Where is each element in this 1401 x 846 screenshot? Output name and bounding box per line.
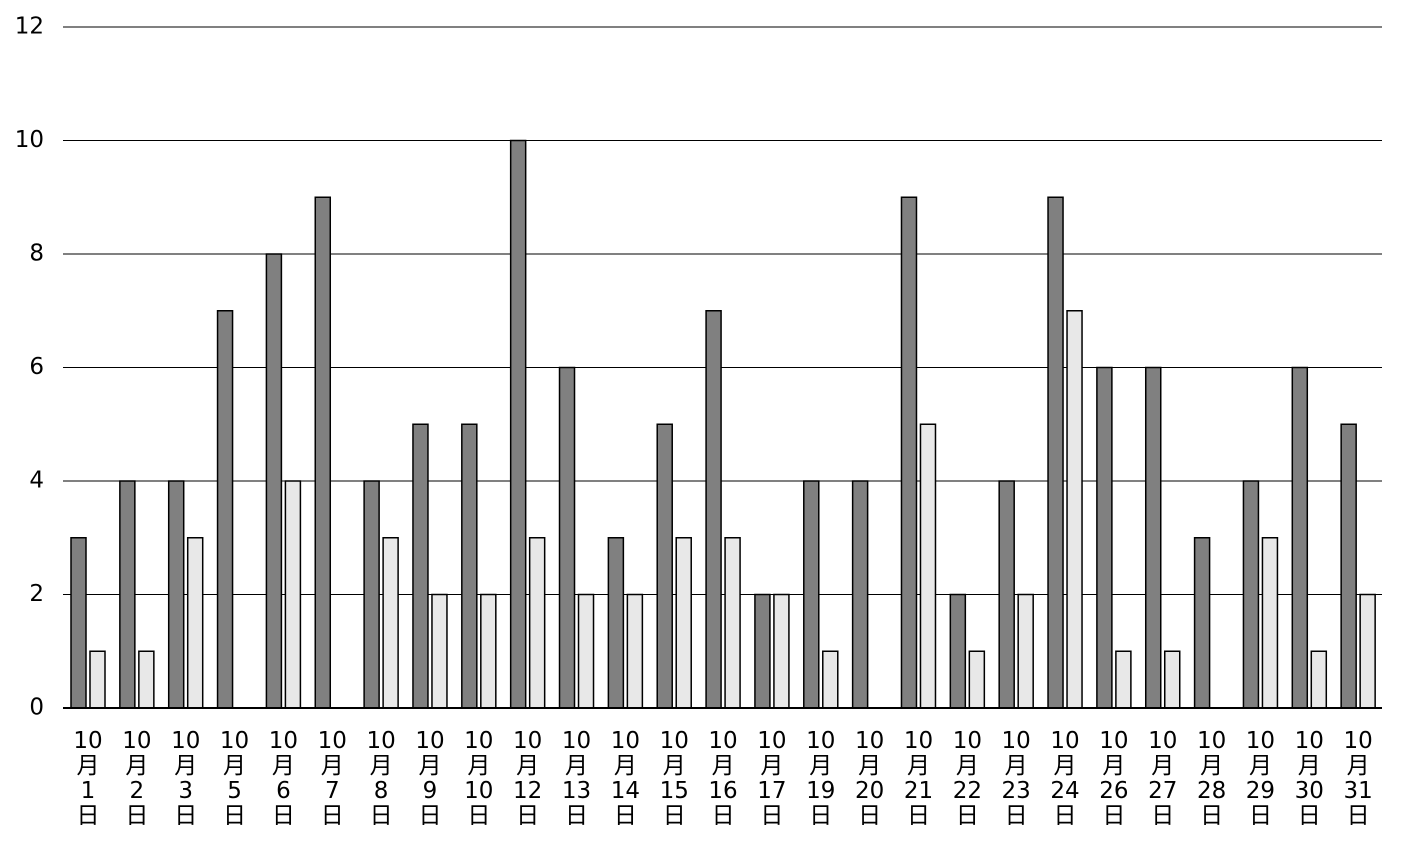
bar	[705, 310, 722, 709]
bar	[1017, 593, 1034, 709]
x-tick-label: 10 月 9 日	[415, 728, 444, 829]
bar	[558, 366, 576, 709]
x-tick-label: 10 月 2 日	[122, 728, 151, 829]
y-tick-label: 6	[29, 354, 44, 380]
bar	[528, 537, 546, 709]
bar	[626, 593, 644, 709]
x-tick-label: 10 月 26 日	[1099, 728, 1128, 829]
bar	[822, 650, 839, 709]
bar	[1359, 593, 1376, 709]
x-tick-label: 10 月 3 日	[171, 728, 200, 829]
bar	[949, 593, 967, 709]
x-tick-label: 10 月 16 日	[708, 728, 737, 829]
bar	[216, 310, 234, 709]
x-tick-label: 10 月 22 日	[953, 728, 982, 829]
bar	[284, 480, 302, 709]
bar	[363, 480, 380, 709]
bar	[509, 139, 527, 709]
x-tick-label: 10 月 12 日	[513, 728, 542, 829]
x-tick-label: 10 月 8 日	[366, 728, 395, 829]
y-tick-label: 8	[29, 241, 44, 267]
x-tick-label: 10 月 23 日	[1002, 728, 1031, 829]
bar	[577, 593, 595, 709]
x-tick-label: 10 月 17 日	[757, 728, 786, 829]
bar	[412, 423, 429, 709]
bar	[70, 537, 87, 709]
bar	[119, 480, 136, 709]
bar	[656, 423, 673, 709]
bar	[900, 196, 918, 709]
bar	[1144, 366, 1162, 709]
x-tick-label: 10 月 6 日	[269, 728, 298, 829]
bar	[1163, 650, 1181, 709]
bar	[138, 650, 155, 709]
y-tick-label: 10	[15, 127, 44, 153]
x-tick-label: 10 月 21 日	[904, 728, 933, 829]
y-tick-label: 2	[29, 581, 44, 607]
bar	[919, 423, 937, 709]
bar	[773, 593, 790, 709]
bar	[1115, 650, 1132, 709]
bar	[167, 480, 185, 709]
bar	[1242, 480, 1260, 709]
bar	[803, 480, 820, 709]
bar	[265, 253, 283, 709]
y-tick-label: 0	[29, 695, 44, 721]
x-tick-label: 10 月 15 日	[660, 728, 689, 829]
x-tick-label: 10 月 31 日	[1344, 728, 1373, 829]
bar	[851, 480, 869, 709]
x-tick-label: 10 月 1 日	[73, 728, 102, 829]
bar	[314, 196, 332, 709]
bar	[480, 593, 497, 709]
bar	[1193, 537, 1211, 709]
bar	[675, 537, 692, 709]
x-tick-label: 10 月 5 日	[220, 728, 249, 829]
y-tick-label: 12	[15, 14, 44, 40]
x-tick-label: 10 月 13 日	[562, 728, 591, 829]
x-tick-label: 10 月 27 日	[1148, 728, 1177, 829]
bar	[461, 423, 478, 709]
bar	[607, 537, 625, 709]
x-tick-label: 10 月 20 日	[855, 728, 884, 829]
bar	[1340, 423, 1357, 709]
bar	[186, 537, 204, 709]
bar	[1291, 366, 1309, 709]
x-tick-label: 10 月 7 日	[318, 728, 347, 829]
bar	[1047, 196, 1064, 709]
bar	[998, 480, 1015, 709]
x-tick-label: 10 月 10 日	[464, 728, 493, 829]
bar	[724, 537, 741, 709]
x-tick-label: 10 月 29 日	[1246, 728, 1275, 829]
x-tick-label: 10 月 14 日	[611, 728, 640, 829]
bar	[382, 537, 399, 709]
bar	[89, 650, 106, 709]
x-tick-label: 10 月 30 日	[1295, 728, 1324, 829]
bar	[1096, 366, 1113, 709]
bar	[754, 593, 771, 709]
y-tick-label: 4	[29, 468, 44, 494]
bar	[968, 650, 986, 709]
bar	[1066, 310, 1083, 709]
x-tick-label: 10 月 19 日	[806, 728, 835, 829]
bar	[1261, 537, 1279, 709]
bar	[431, 593, 448, 709]
bar	[1310, 650, 1328, 709]
x-tick-label: 10 月 24 日	[1050, 728, 1079, 829]
x-tick-label: 10 月 28 日	[1197, 728, 1226, 829]
